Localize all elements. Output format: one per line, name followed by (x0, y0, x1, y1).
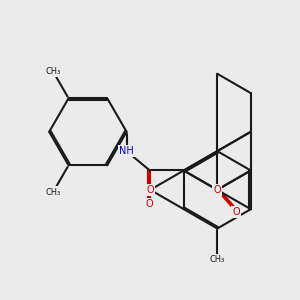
Text: CH₃: CH₃ (210, 255, 225, 264)
Text: O: O (213, 185, 221, 195)
Text: CH₃: CH₃ (46, 67, 61, 76)
Text: O: O (146, 199, 154, 209)
Text: NH: NH (119, 146, 134, 156)
Text: O: O (232, 207, 240, 217)
Text: CH₃: CH₃ (46, 188, 61, 196)
Text: O: O (146, 185, 154, 195)
